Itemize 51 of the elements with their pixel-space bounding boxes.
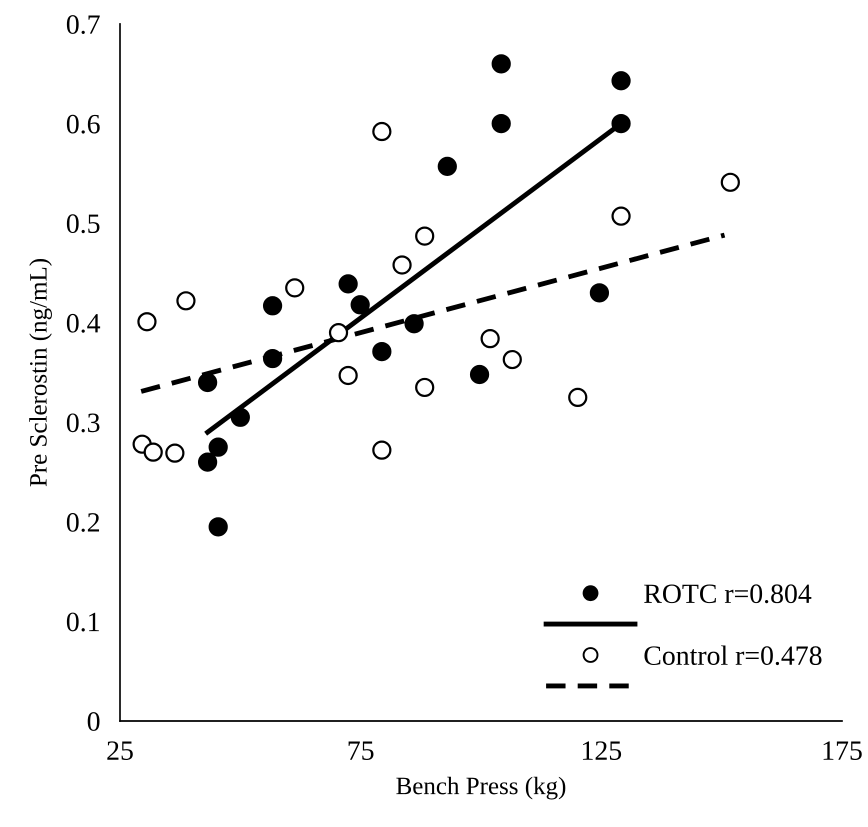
x-axis-title: Bench Press (kg) — [396, 776, 566, 800]
point — [208, 517, 228, 536]
y-tick-label: 0.7 — [66, 15, 100, 34]
point — [198, 452, 218, 472]
point — [176, 291, 196, 310]
point — [415, 378, 434, 398]
point — [611, 114, 631, 134]
y-tick-label: 0.3 — [66, 413, 100, 432]
point — [502, 350, 522, 370]
legend-label: Control r=0.478 — [644, 645, 822, 666]
point — [611, 71, 631, 90]
point — [338, 366, 358, 386]
y-tick-label: 0 — [88, 712, 100, 731]
y-tick-label: 0.1 — [66, 612, 99, 632]
x-tick-label: 175 — [824, 741, 862, 760]
point — [165, 444, 184, 463]
point — [338, 274, 358, 294]
point — [372, 440, 392, 460]
y-tick-label: 0.4 — [66, 314, 100, 333]
point — [262, 348, 282, 368]
x-tick-label: 125 — [582, 741, 622, 760]
x-tick-label: 75 — [348, 742, 374, 760]
x-tick-label: 25 — [107, 741, 133, 760]
point — [480, 329, 500, 348]
point — [372, 342, 392, 362]
point — [350, 295, 370, 314]
y-axis-title: Pre Sclerostin (ng/mL) — [29, 259, 52, 486]
y-tick-label: 0.6 — [66, 114, 100, 134]
point — [208, 438, 228, 457]
y-tick-label: 0.5 — [66, 214, 100, 234]
point — [438, 156, 457, 176]
legend-label: ROTC r=0.804 — [644, 584, 812, 604]
point — [720, 172, 740, 192]
point — [144, 442, 163, 462]
point — [328, 323, 348, 342]
point — [262, 296, 282, 316]
point — [230, 408, 250, 427]
point — [137, 312, 157, 332]
point — [392, 255, 412, 275]
point — [492, 114, 511, 134]
point — [198, 372, 218, 392]
point — [492, 54, 511, 74]
y-tick-label: 0.2 — [66, 513, 100, 532]
point — [372, 122, 392, 142]
point — [590, 283, 610, 302]
point — [611, 206, 631, 226]
point — [415, 226, 434, 246]
point — [470, 364, 490, 384]
point — [568, 388, 588, 408]
point — [404, 314, 424, 334]
point — [285, 278, 304, 298]
